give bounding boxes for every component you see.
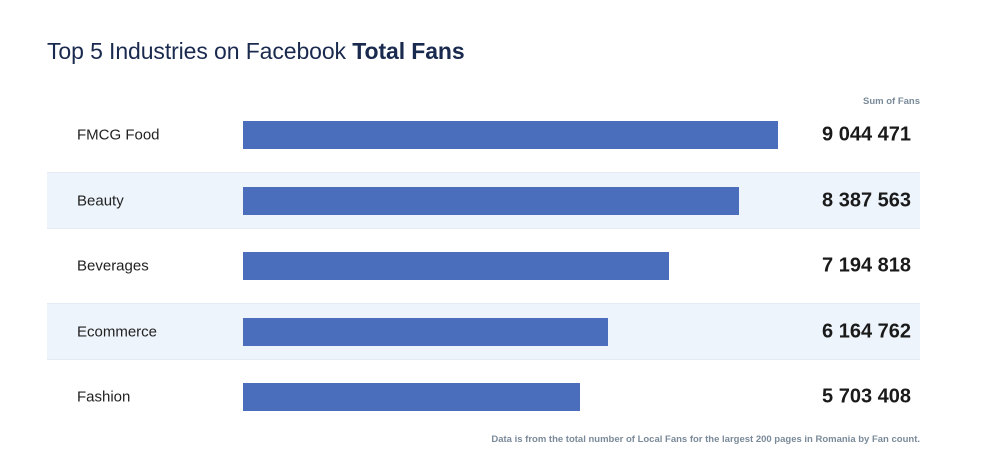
category-label: Fashion [77, 388, 131, 406]
value-label: 5 703 408 [822, 385, 911, 408]
value-label: 6 164 762 [822, 320, 911, 342]
value-column-header: Sum of Fans [862, 96, 920, 107]
bar [243, 121, 778, 149]
value-label: 9 044 471 [822, 123, 911, 146]
footnote: Data is from the total number of Local F… [491, 434, 920, 445]
chart-title-main: Top 5 Industries on Facebook [47, 38, 346, 64]
bar-row: FMCG Food 9 044 471 [47, 107, 920, 164]
chart-title-bold: Total Fans [352, 38, 465, 64]
bar [243, 317, 608, 346]
bar-chart: FMCG Food 9 044 471 Beauty 8 387 563 Beverag… [47, 106, 920, 431]
category-label: FMCG Food [77, 126, 160, 144]
bar-row: Ecommerce 6 164 762 [47, 303, 920, 360]
bar-row: Fashion 5 703 408 [47, 369, 920, 426]
bar [243, 383, 581, 411]
category-label: Ecommerce [77, 323, 158, 340]
category-label: Beverages [77, 257, 149, 275]
chart-title: Top 5 Industries on Facebook Total Fans [47, 38, 465, 65]
bar [243, 186, 740, 215]
value-label: 8 387 563 [822, 189, 911, 211]
bar-row: Beverages 7 194 818 [47, 238, 920, 295]
category-label: Beauty [77, 192, 124, 209]
value-label: 7 194 818 [822, 254, 911, 277]
bar-row: Beauty 8 387 563 [47, 172, 920, 229]
bar [243, 252, 669, 280]
